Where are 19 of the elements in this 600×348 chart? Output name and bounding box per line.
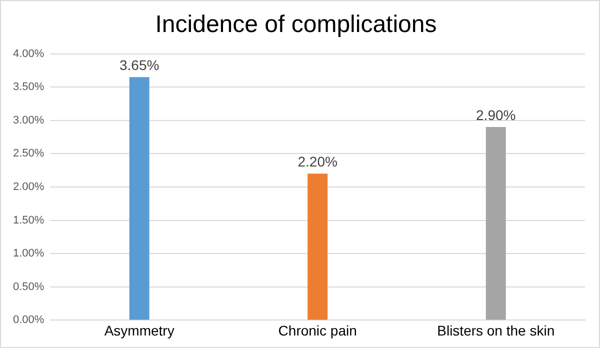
y-tick-label: 4.00% bbox=[12, 48, 44, 60]
x-tick-label: Chronic pain bbox=[278, 322, 357, 338]
y-tick-label: 1.00% bbox=[12, 248, 44, 260]
data-label: 3.65% bbox=[119, 56, 160, 73]
bar bbox=[129, 77, 150, 320]
y-tick-label: 2.00% bbox=[12, 181, 44, 194]
y-tick-label: 0.00% bbox=[12, 314, 44, 326]
y-tick-label: 0.50% bbox=[12, 280, 44, 293]
x-tick-label: Blisters on the skin bbox=[437, 322, 555, 338]
bar bbox=[308, 174, 328, 320]
data-label: 2.90% bbox=[476, 106, 516, 123]
y-tick-label: 3.00% bbox=[12, 114, 44, 126]
chart-title: Incidence of complications bbox=[155, 11, 437, 38]
data-label: 2.20% bbox=[298, 154, 338, 170]
y-tick-label: 3.50% bbox=[12, 81, 44, 94]
y-tick-label: 2.50% bbox=[12, 148, 44, 160]
x-tick-label: Asymmetry bbox=[104, 322, 174, 338]
bar bbox=[486, 127, 506, 320]
y-tick-label: 1.50% bbox=[12, 214, 44, 226]
